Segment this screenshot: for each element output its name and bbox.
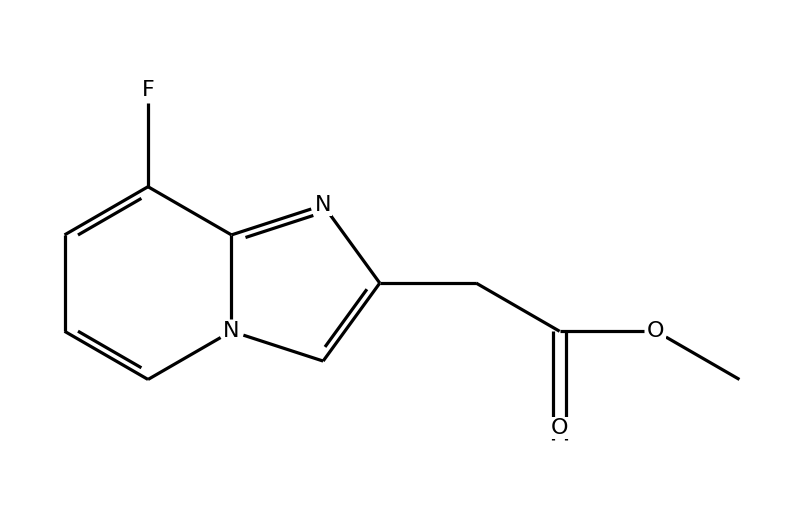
- Text: F: F: [141, 80, 154, 100]
- Text: O: O: [550, 418, 568, 438]
- Text: N: N: [315, 195, 331, 215]
- Text: O: O: [646, 321, 664, 341]
- Text: N: N: [223, 321, 239, 341]
